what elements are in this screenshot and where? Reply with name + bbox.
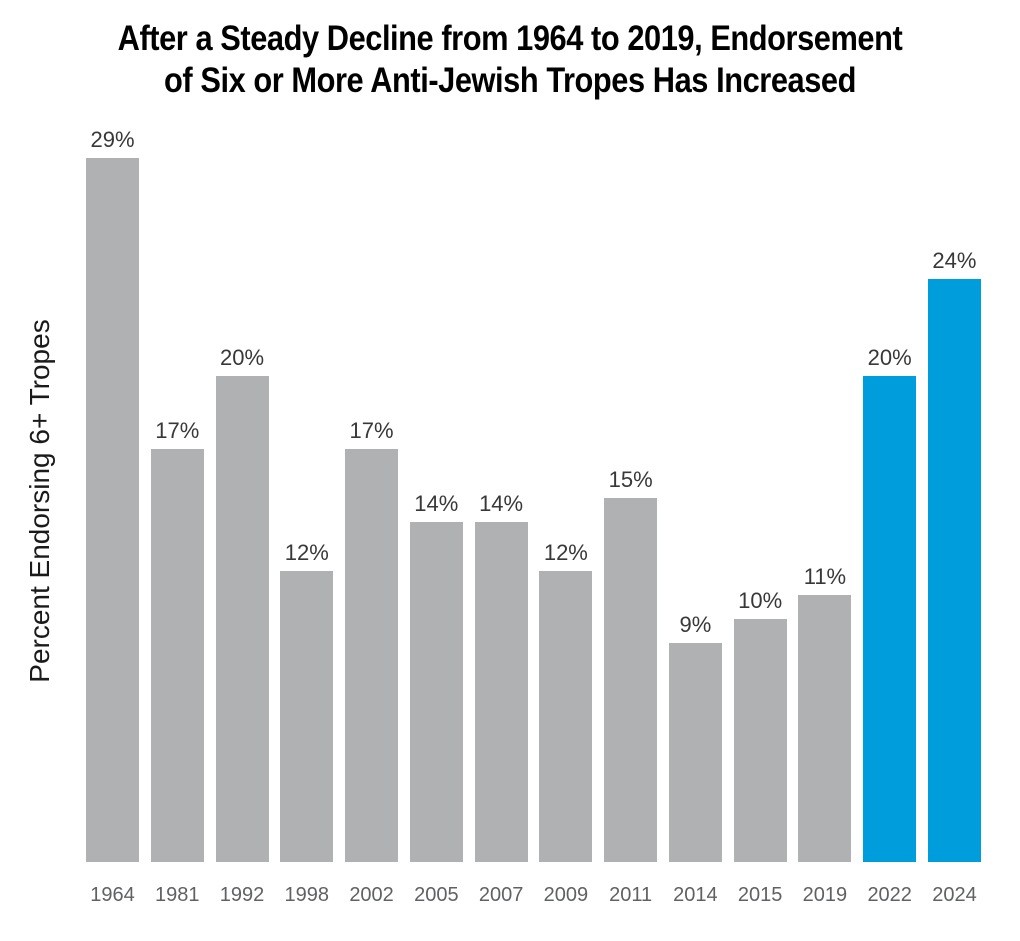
bar-group: 14% 2005 bbox=[409, 491, 463, 906]
bar bbox=[280, 571, 334, 862]
bar-value-label: 11% bbox=[803, 564, 847, 589]
x-tick-label: 2009 bbox=[543, 884, 589, 906]
bar bbox=[474, 522, 528, 862]
x-tick-label: 1998 bbox=[284, 884, 330, 906]
x-tick-label: 2011 bbox=[609, 884, 653, 906]
bar-group: 17% 1981 bbox=[150, 418, 204, 906]
bar-group: 24% 2024 bbox=[927, 248, 981, 906]
bar-value-label: 29% bbox=[90, 127, 135, 152]
x-tick-label: 2007 bbox=[478, 884, 524, 906]
bar bbox=[927, 279, 981, 862]
bar-group: 20% 2022 bbox=[863, 345, 917, 906]
bar-group: 11% 2019 bbox=[798, 564, 852, 906]
bar-value-label: 14% bbox=[414, 491, 459, 516]
bar bbox=[798, 595, 852, 862]
bar-group: 9% 2014 bbox=[668, 612, 722, 906]
bar bbox=[150, 449, 204, 862]
bar-group: 12% 2009 bbox=[539, 540, 593, 906]
bar-value-label: 20% bbox=[220, 345, 265, 370]
bar-group: 15% 2011 bbox=[604, 467, 658, 906]
bar-group: 17% 2002 bbox=[345, 418, 399, 906]
x-tick-label: 2002 bbox=[349, 884, 394, 906]
bar-group: 12% 1998 bbox=[280, 540, 334, 906]
y-axis-label: Percent Endorsing 6+ Tropes bbox=[24, 319, 55, 683]
bar bbox=[733, 619, 787, 862]
x-tick-label: 2015 bbox=[737, 884, 783, 906]
x-tick-label: 1992 bbox=[219, 884, 265, 906]
bar bbox=[668, 643, 722, 862]
chart-title: After a Steady Decline from 1964 to 2019… bbox=[61, 18, 959, 102]
x-tick-label: 1964 bbox=[90, 884, 135, 906]
bar bbox=[539, 571, 593, 862]
bar-group: 20% 1992 bbox=[215, 345, 269, 906]
bar bbox=[863, 376, 917, 862]
x-tick-label: 2024 bbox=[932, 884, 977, 906]
bar-value-label: 12% bbox=[284, 540, 329, 565]
x-tick-label: 1981 bbox=[155, 884, 200, 906]
bar-value-label: 12% bbox=[543, 540, 588, 565]
x-tick-label: 2005 bbox=[414, 884, 459, 906]
bar bbox=[345, 449, 399, 862]
chart-title-line-2: of Six or More Anti-Jewish Tropes Has In… bbox=[164, 61, 856, 100]
bar-value-label: 9% bbox=[679, 612, 712, 637]
bar-value-label: 24% bbox=[932, 248, 977, 273]
x-tick-label: 2019 bbox=[802, 884, 848, 906]
bar-group: 14% 2007 bbox=[474, 491, 528, 906]
x-tick-label: 2022 bbox=[867, 884, 912, 906]
bar bbox=[215, 376, 269, 862]
bar bbox=[604, 498, 658, 862]
x-tick-label: 2014 bbox=[673, 884, 718, 906]
bar-group: 29% 1964 bbox=[86, 127, 139, 906]
chart-title-line-1: After a Steady Decline from 1964 to 2019… bbox=[117, 19, 903, 58]
bar-value-label: 17% bbox=[155, 418, 200, 443]
bar bbox=[86, 158, 139, 862]
plot-area: 29% 1964 17% 1981 20% 1992 12% 1998 17% 2002 14% 20… bbox=[86, 117, 981, 906]
bar-group: 10% 2015 bbox=[733, 588, 787, 906]
bar-value-label: 20% bbox=[867, 345, 912, 370]
bar bbox=[409, 522, 463, 862]
bar-value-label: 10% bbox=[738, 588, 783, 613]
bar-value-label: 17% bbox=[349, 418, 394, 443]
bar-value-label: 15% bbox=[608, 467, 653, 492]
bar-value-label: 14% bbox=[479, 491, 524, 516]
